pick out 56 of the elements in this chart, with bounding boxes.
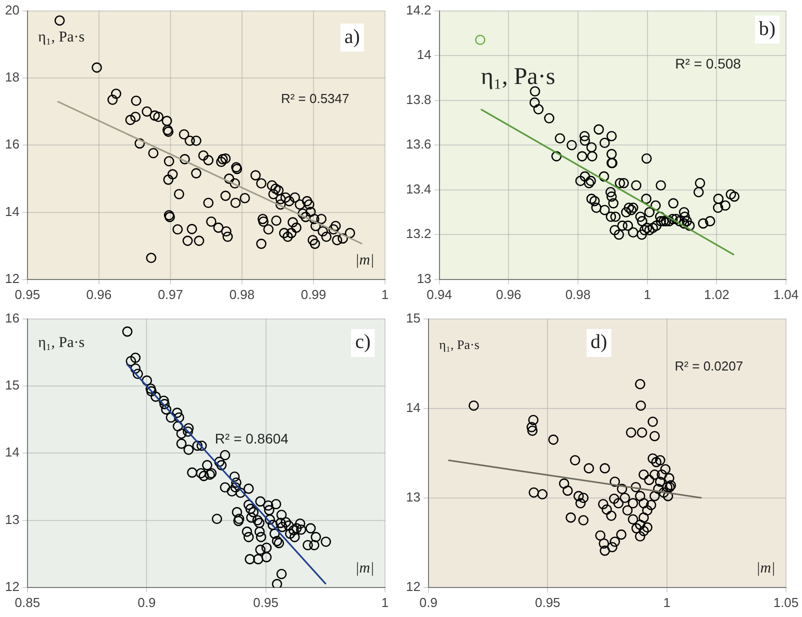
y-tick-label: 14 [4, 204, 20, 219]
y-tick-label: 14 [406, 400, 420, 415]
x-tick-label: 0.9 [419, 594, 438, 610]
y-tick-label: 13 [4, 512, 20, 527]
y-tick-label: 12 [406, 578, 420, 594]
y-tick-label: 13 [406, 489, 420, 504]
y-tick-label: 18 [4, 70, 20, 85]
x-axis-title: |m| [355, 252, 374, 269]
y-tick-label: 13.2 [406, 226, 432, 242]
annotation: b) [758, 18, 776, 40]
y-tick-label: 13.8 [406, 92, 432, 107]
x-tick-label: 0.96 [496, 286, 522, 302]
x-tick-label: 1 [381, 594, 389, 610]
y-tick-label: 15 [4, 378, 20, 393]
y-tick-label: 14 [4, 444, 20, 460]
y-tick-label: 20 [4, 2, 20, 18]
annotation: R² = 0.0207 [674, 358, 744, 374]
x-tick-label: 0.95 [534, 594, 560, 610]
annotation: a) [344, 26, 360, 48]
y-tick-label: 14 [416, 47, 432, 62]
annotation: d) [590, 331, 608, 354]
x-tick-label: 1.04 [773, 286, 799, 302]
annotation: c) [355, 331, 371, 354]
y-axis-title: η₁, Pa·s [38, 334, 85, 351]
y-tick-label: 13.4 [406, 181, 432, 196]
x-axis-title: |m| [355, 560, 374, 577]
y-tick-label: 14.2 [406, 2, 432, 18]
x-tick-label: 0.94 [426, 286, 452, 302]
x-tick-label: 0.95 [253, 594, 278, 610]
annotation: R² = 0.8604 [214, 430, 289, 447]
y-tick-label: 15 [406, 310, 420, 326]
x-tick-label: 0.85 [14, 594, 40, 610]
y-tick-label: 13.6 [406, 136, 432, 152]
x-tick-label: 0.9 [138, 594, 156, 610]
y-axis-title: η₁, Pa·s [439, 337, 480, 352]
x-tick-label: 1 [644, 286, 651, 302]
x-tick-label: 0.95 [14, 286, 40, 302]
x-axis-title: |m| [756, 560, 776, 577]
x-tick-label: 1.02 [704, 286, 730, 302]
annotation: R² = 0.5347 [280, 91, 350, 106]
y-axis-title: η₁, Pa·s [38, 30, 85, 46]
x-tick-label: 1 [663, 594, 670, 610]
x-tick-label: 0.99 [300, 286, 326, 302]
y-tick-label: 16 [4, 310, 20, 326]
x-tick-label: 0.96 [86, 286, 112, 302]
x-tick-label: 1 [381, 286, 389, 302]
y-tick-label: 12 [4, 270, 20, 286]
annotation: R² = 0.508 [675, 55, 742, 72]
y-tick-label: 13 [416, 270, 432, 286]
x-tick-label: 0.97 [158, 286, 184, 302]
x-tick-label: 1.05 [773, 594, 799, 610]
x-tick-label: 0.98 [565, 286, 591, 302]
y-tick-label: 12 [4, 578, 20, 594]
y-axis-title: η₁, Pa·s [480, 64, 556, 90]
y-tick-label: 16 [4, 136, 20, 152]
x-tick-label: 0.98 [229, 286, 255, 302]
